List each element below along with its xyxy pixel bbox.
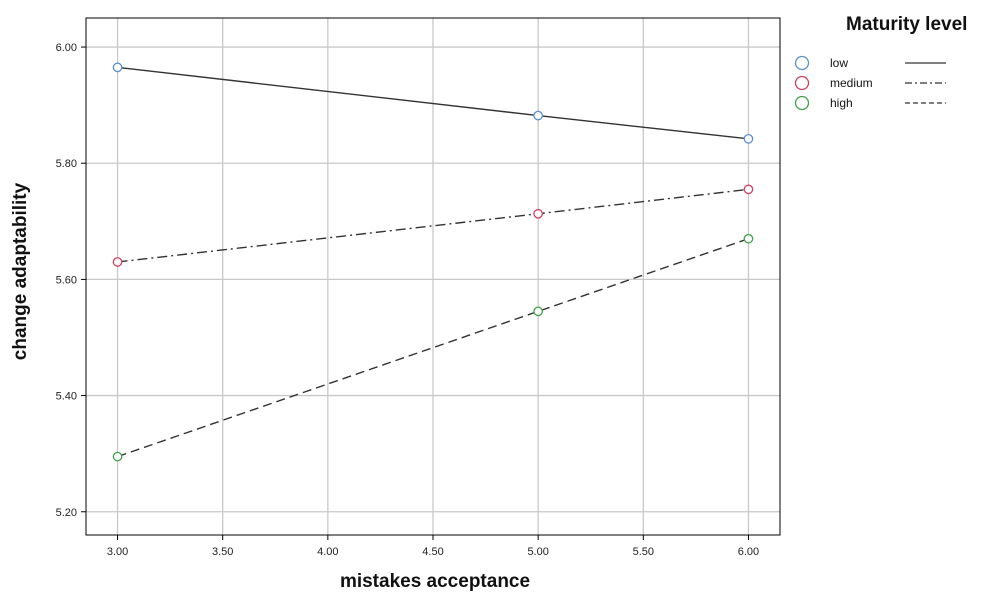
- series-lines: [112, 62, 754, 462]
- legend-label-low: low: [830, 56, 848, 70]
- grid: [86, 18, 780, 535]
- legend-items: low medium high: [794, 55, 946, 111]
- legend-marker-medium: [794, 75, 810, 91]
- data-point-high: [743, 233, 754, 244]
- data-point-low: [533, 110, 544, 121]
- legend-label-medium: medium: [830, 76, 873, 90]
- data-point-high: [112, 451, 123, 462]
- legend-title: Maturity level: [846, 14, 967, 35]
- y-axis-title: change adaptability: [10, 182, 31, 360]
- legend-marker-low: [794, 55, 810, 71]
- x-tick-label: 3.50: [212, 546, 233, 558]
- legend-label-high: high: [830, 96, 853, 110]
- x-tick-label: 4.50: [422, 546, 443, 558]
- x-tick-label: 5.00: [527, 546, 548, 558]
- series-high: [112, 233, 754, 462]
- y-tick-label: 5.40: [56, 391, 77, 403]
- y-tick-label: 6.00: [56, 42, 77, 54]
- x-axis-title: mistakes acceptance: [340, 571, 530, 592]
- x-tick-label: 3.00: [107, 546, 128, 558]
- data-point-high: [533, 306, 544, 317]
- data-point-medium: [743, 184, 754, 195]
- data-point-medium: [533, 208, 544, 219]
- data-point-low: [112, 62, 123, 73]
- series-low: [112, 62, 754, 144]
- x-tick-label: 6.00: [738, 546, 759, 558]
- y-tick-label: 5.60: [56, 274, 77, 286]
- y-tick-label: 5.80: [56, 158, 77, 170]
- data-point-medium: [112, 257, 123, 267]
- x-tick-label: 5.50: [633, 546, 654, 558]
- x-tick-label: 4.00: [317, 546, 338, 558]
- series-medium: [112, 184, 754, 267]
- axis-ticks: 3.00 3.50 4.00 4.50 5.00 5.50 6.00 5.20 5.40 5.60…: [56, 42, 760, 558]
- data-point-low: [743, 133, 754, 144]
- y-tick-label: 5.20: [56, 507, 77, 519]
- legend-marker-high: [794, 95, 810, 111]
- legend: Maturity level low medium high: [794, 14, 967, 111]
- series-line-high: [117, 238, 749, 458]
